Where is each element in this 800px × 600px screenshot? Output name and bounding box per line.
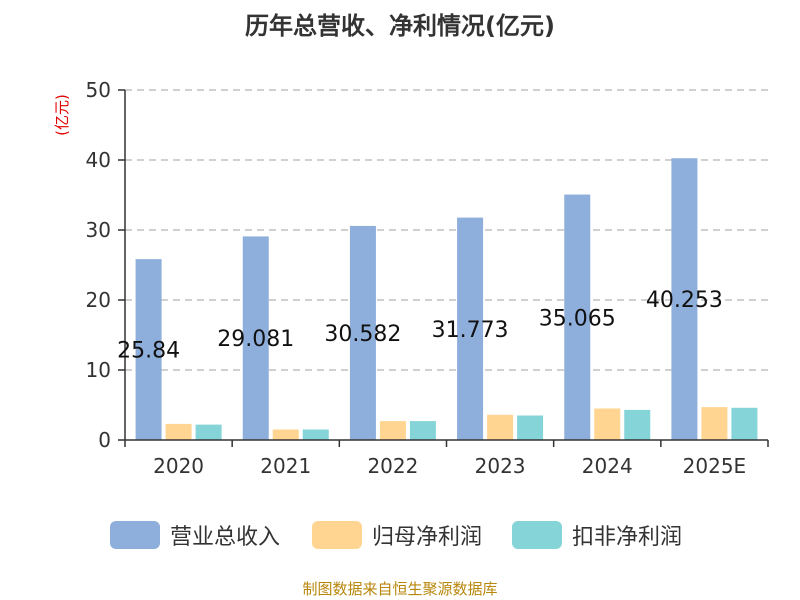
bar — [564, 194, 591, 440]
bar — [379, 421, 406, 440]
bar — [242, 236, 269, 440]
legend: 营业总收入 归母净利润 扣非净利润 — [110, 521, 682, 550]
legend-item: 扣非净利润 — [512, 521, 682, 550]
y-tick-label: 50 — [86, 78, 111, 102]
data-source-note: 制图数据来自恒生聚源数据库 — [302, 580, 497, 598]
legend-swatch — [312, 521, 362, 549]
legend-swatch — [512, 521, 562, 549]
bar — [349, 225, 376, 440]
y-axis-label: (亿元) — [53, 94, 71, 136]
bar — [624, 409, 651, 440]
y-tick-label: 30 — [86, 218, 111, 242]
data-label: 30.582 — [324, 322, 401, 347]
bar — [487, 414, 514, 440]
bar — [165, 423, 192, 440]
legend-label: 归母净利润 — [372, 525, 482, 550]
x-tick-label: 2020 — [153, 454, 204, 478]
data-label: 25.84 — [117, 339, 180, 364]
bar — [302, 429, 329, 440]
x-tick-label: 2025E — [683, 454, 747, 478]
y-tick-label: 10 — [86, 358, 111, 382]
x-tick-label: 2021 — [260, 454, 311, 478]
bar — [195, 424, 222, 440]
y-tick-label: 0 — [98, 428, 111, 452]
legend-item: 归母净利润 — [312, 521, 482, 550]
bar — [731, 407, 758, 440]
legend-swatch — [110, 521, 160, 549]
legend-label: 营业总收入 — [170, 525, 280, 550]
bar — [701, 407, 728, 440]
legend-item: 营业总收入 — [110, 521, 280, 550]
legend-label: 扣非净利润 — [572, 525, 682, 550]
bar — [272, 429, 299, 440]
data-label: 31.773 — [432, 318, 509, 343]
x-tick-label: 2022 — [367, 454, 418, 478]
bar — [135, 259, 162, 440]
bar — [671, 158, 698, 440]
x-tick-label: 2023 — [475, 454, 526, 478]
y-tick-label: 20 — [86, 288, 111, 312]
x-tick-label: 2024 — [582, 454, 633, 478]
data-label: 40.253 — [646, 288, 723, 313]
data-label: 29.081 — [217, 327, 294, 352]
data-labels: 25.84 29.081 30.582 31.773 35.065 40.253 — [117, 288, 723, 363]
bar — [409, 421, 436, 440]
y-tick-label: 40 — [86, 148, 111, 172]
data-label: 35.065 — [539, 306, 616, 331]
axes: 0 10 20 30 40 50 2020 2021 2022 2023 2024 2025E — [86, 78, 769, 478]
bar — [594, 408, 621, 440]
chart-title: 历年总营收、净利情况(亿元) — [245, 12, 555, 40]
bar — [517, 415, 544, 440]
bar — [457, 217, 484, 440]
bars — [135, 158, 758, 440]
